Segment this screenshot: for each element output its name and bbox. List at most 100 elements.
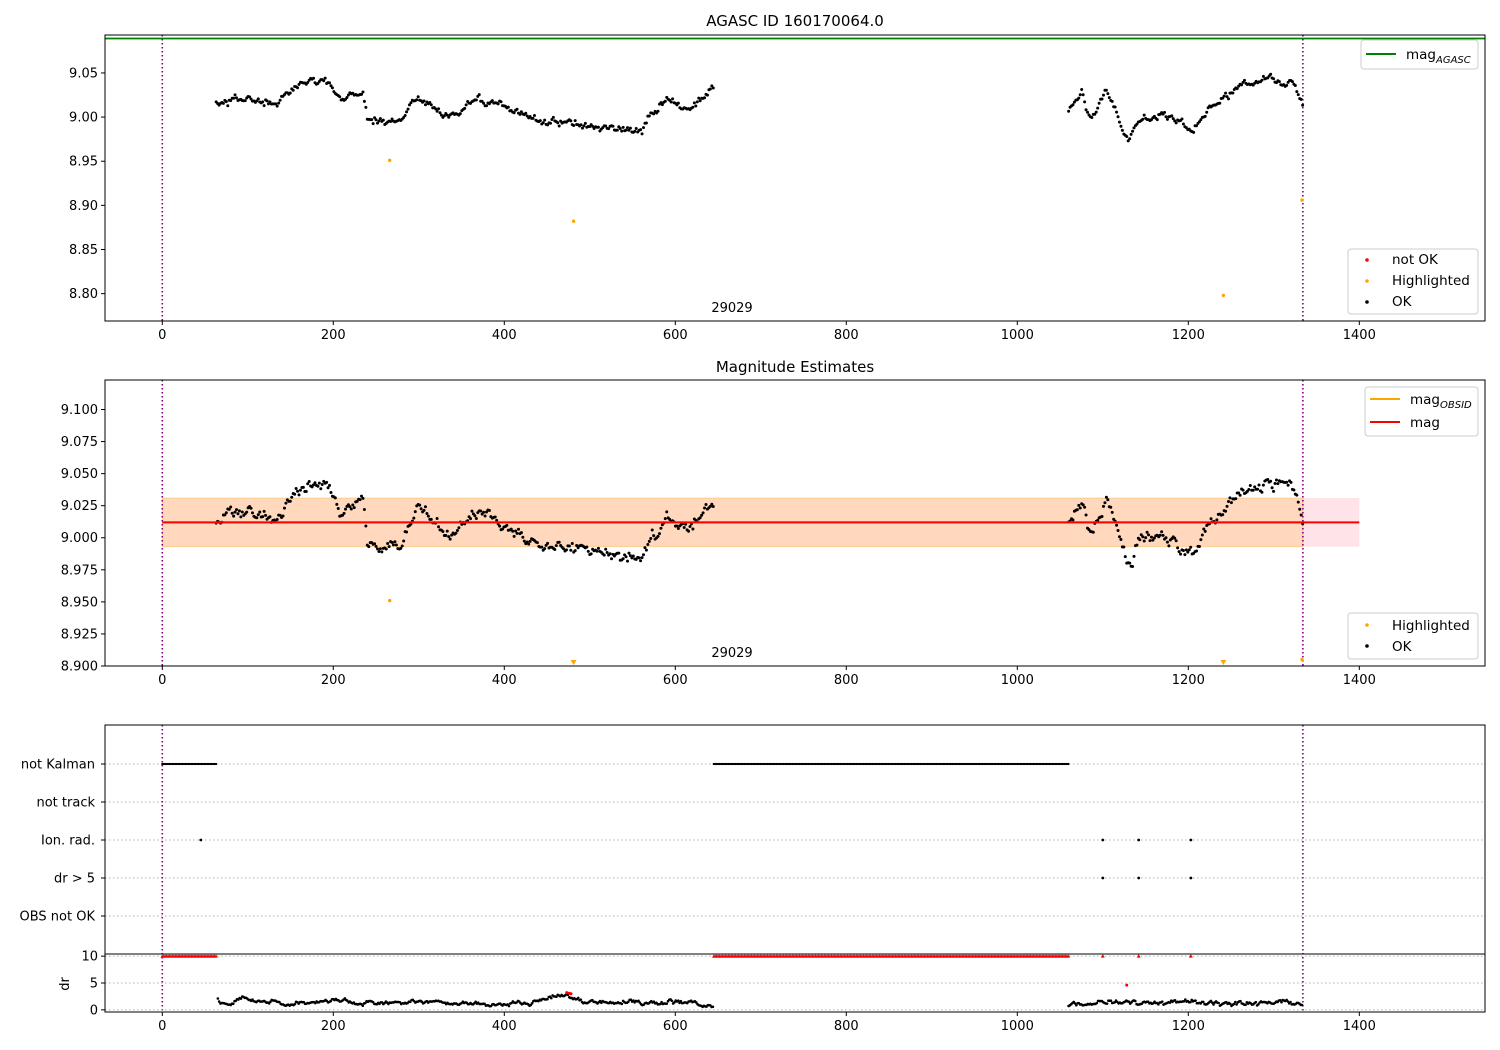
ok-data-point — [275, 517, 279, 521]
y-tick-label: 0 — [90, 1003, 98, 1018]
highlighted-data-point — [388, 158, 392, 163]
ok-legend-label-2: OK — [1392, 639, 1413, 655]
ok-data-point — [703, 96, 707, 100]
ok-data-point — [1199, 118, 1203, 122]
ok-data-point — [361, 90, 365, 94]
ok-data-point — [1296, 93, 1300, 97]
ok-data-point — [1187, 548, 1191, 552]
ok-data-point — [1296, 500, 1300, 504]
ok-data-point — [1195, 549, 1199, 553]
ok-data-point — [640, 556, 644, 560]
ok-data-point — [647, 114, 651, 118]
ok-data-point — [1145, 530, 1149, 534]
ok-data-point — [1165, 117, 1169, 121]
ok-data-point — [628, 554, 632, 558]
ok-data-point — [1110, 510, 1114, 514]
ok-data-point — [1106, 92, 1110, 96]
dr-data-point — [1217, 1001, 1220, 1005]
x-tick-label: 400 — [492, 1019, 517, 1034]
ok-data-point — [358, 498, 362, 502]
dr-data-point — [1254, 1000, 1258, 1004]
dr-data-point — [364, 1001, 367, 1005]
ok-data-point — [409, 522, 413, 526]
ok-data-point — [570, 542, 574, 546]
highlighted-legend-label: Highlighted — [1392, 273, 1470, 289]
flag-category-label: not Kalman — [21, 758, 95, 773]
ok-data-point — [1142, 113, 1146, 117]
ok-data-point — [1235, 87, 1239, 91]
ok-data-point — [553, 547, 557, 551]
ok-data-point — [1160, 530, 1164, 534]
ok-data-point — [1286, 483, 1290, 487]
ok-data-point — [573, 119, 577, 123]
ok-data-point — [301, 485, 305, 489]
ok-data-point — [296, 86, 300, 90]
ok-data-point — [298, 488, 302, 492]
ok-data-point — [1203, 529, 1207, 533]
ok-data-point — [1141, 117, 1145, 121]
ok-data-point — [515, 107, 519, 111]
ok-data-point — [1110, 99, 1114, 103]
magnitude-panel-frame — [104, 379, 1486, 667]
ok-data-point — [701, 511, 705, 515]
dr-data-point — [507, 1004, 511, 1008]
ok-data-point — [1135, 122, 1139, 126]
ok-data-point — [704, 502, 708, 506]
ok-data-point — [535, 541, 539, 545]
ok-data-point — [710, 502, 714, 506]
ok-data-point — [1186, 550, 1190, 554]
ok-data-point — [583, 121, 587, 125]
ok-data-point — [644, 548, 648, 552]
ok-data-point — [447, 115, 451, 119]
dr-data-point — [546, 997, 549, 1001]
ok-data-point — [1081, 93, 1085, 97]
ok-data-point — [640, 132, 644, 136]
ok-data-point — [290, 495, 294, 499]
ok-data-point — [415, 98, 419, 102]
ok-data-point — [1215, 518, 1219, 522]
not-ok-legend-marker — [1365, 258, 1369, 262]
ok-data-point — [656, 534, 660, 538]
ok-data-point — [1184, 548, 1188, 552]
dr-data-point — [1212, 1003, 1215, 1006]
ok-data-point — [527, 542, 531, 546]
dr-high-point — [1125, 983, 1129, 987]
ok-data-point — [346, 93, 350, 97]
ok-data-point — [1147, 533, 1151, 537]
ok-data-point — [516, 527, 520, 531]
ok-data-point — [1293, 84, 1297, 88]
dr-data-point — [550, 996, 553, 1000]
ok-data-point — [538, 119, 542, 123]
ok-data-point — [1128, 561, 1132, 565]
ok-data-point — [498, 524, 502, 528]
ok-data-point — [370, 118, 374, 122]
y-tick-label: 8.975 — [61, 563, 98, 578]
ok-data-point — [621, 125, 625, 129]
highlighted-data-point — [388, 598, 392, 603]
ok-data-point — [329, 490, 333, 494]
ok-data-point — [546, 541, 550, 545]
ok-data-point — [694, 104, 698, 108]
ok-data-point — [482, 510, 486, 514]
ok-data-point — [540, 545, 544, 549]
ok-data-point — [330, 86, 334, 90]
flag-point — [214, 762, 218, 766]
ok-data-point — [511, 529, 515, 533]
ok-data-point — [1260, 490, 1264, 494]
ok-data-point — [297, 493, 301, 497]
highlighted-legend-marker-2 — [1365, 623, 1369, 627]
ok-data-point — [230, 511, 234, 515]
dr-high-point — [565, 991, 569, 995]
ok-data-point — [556, 121, 560, 125]
ok-data-point — [399, 546, 403, 550]
ok-data-point — [429, 103, 433, 107]
ok-data-point — [1096, 518, 1100, 522]
ok-data-point — [1170, 114, 1174, 118]
dr-data-point — [629, 998, 633, 1001]
ok-data-point — [663, 517, 667, 521]
ok-data-point — [1301, 103, 1305, 107]
dr-data-point — [216, 997, 220, 1000]
ok-data-point — [1090, 116, 1094, 120]
